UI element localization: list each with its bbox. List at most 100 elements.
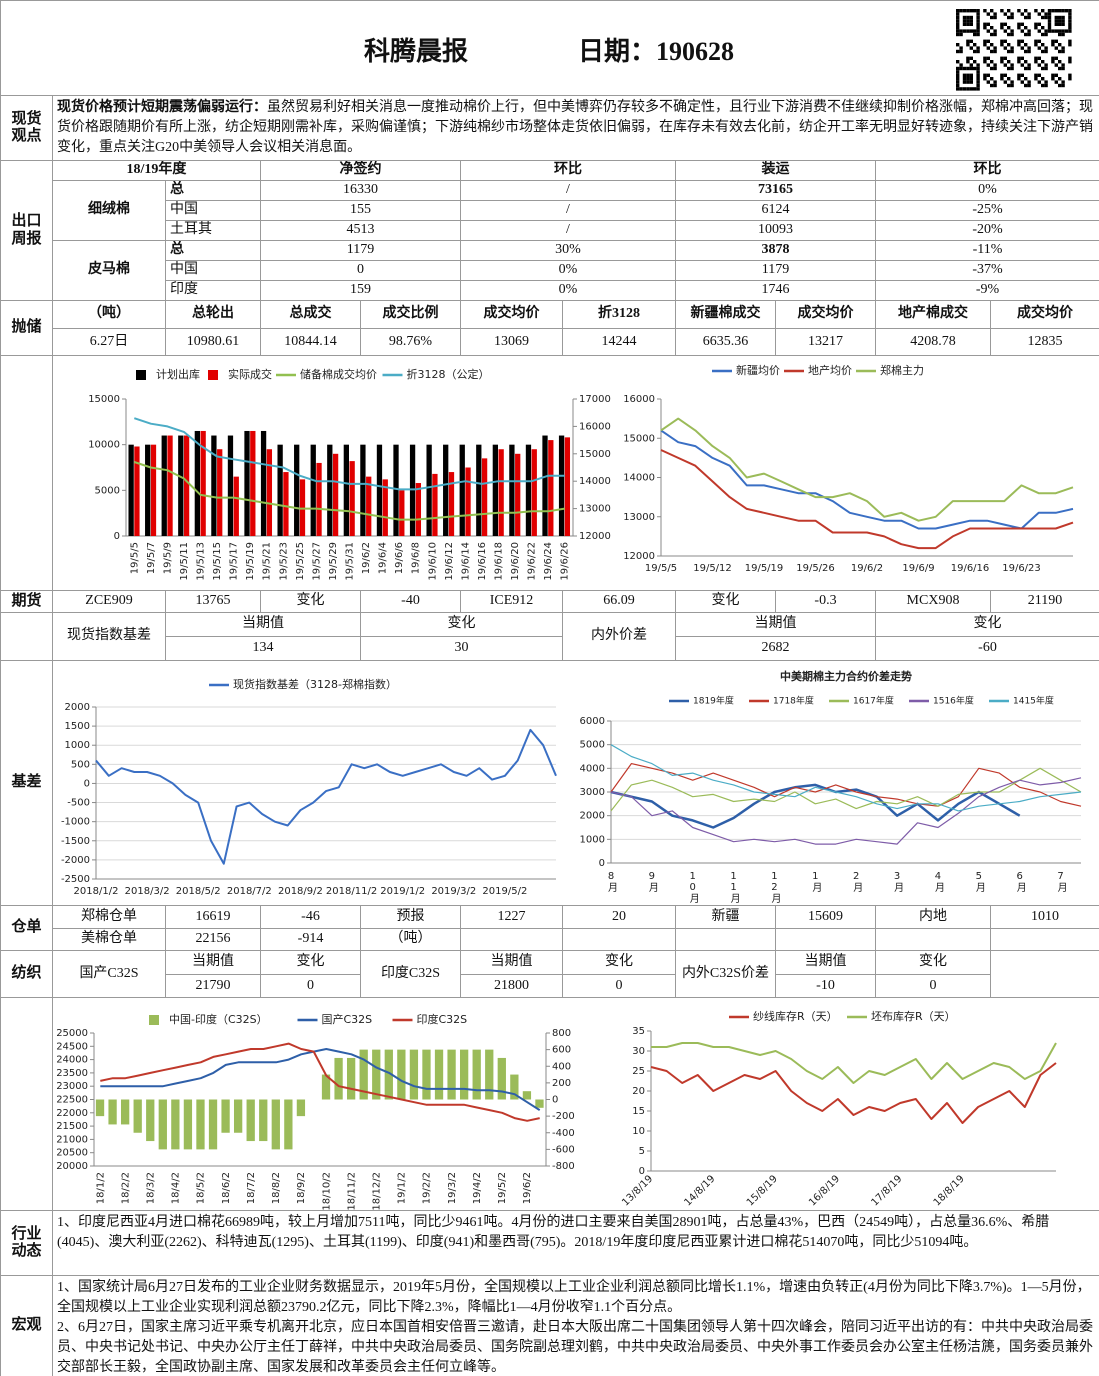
table-cell: 0 — [261, 261, 461, 281]
table-cell — [876, 929, 991, 951]
industry-news: 1、印度尼西亚4月进口棉花66989吨，较上月增加7511吨，同比少9461吨。… — [53, 1211, 1099, 1276]
macro-paragraph: 2、6月27日，国家主席习近平乘专机离开北京，应日本国首相安倍晋三邀请，赴日本大… — [57, 1320, 1093, 1375]
table-header: 折3128 — [563, 301, 676, 329]
table-cell: ZCE909 — [53, 591, 166, 613]
row-label: 总 — [166, 241, 261, 261]
table-cell: 6.27日 — [53, 329, 166, 356]
table-header: 变化 — [876, 951, 991, 975]
section-label: 宏观 — [1, 1276, 53, 1376]
row-label: 内外C32S价差 — [676, 951, 776, 998]
table-header: 成交均价 — [991, 301, 1099, 329]
table-cell: 变化 — [261, 591, 361, 613]
table-cell: 预报 — [361, 906, 461, 929]
table-cell: 6124 — [676, 201, 876, 221]
table-header: 总成交 — [261, 301, 361, 329]
report-date: 日期：190628 — [577, 37, 734, 66]
table-cell: -60 — [876, 637, 1099, 661]
section-label: 抛储 — [1, 301, 53, 356]
section-label: 仓单 — [1, 906, 53, 951]
table-header: 成交均价 — [776, 301, 876, 329]
table-cell: -25% — [876, 201, 1099, 221]
table-cell: 13217 — [776, 329, 876, 356]
table-cell: ICE912 — [461, 591, 563, 613]
table-cell: 0 — [563, 975, 676, 998]
macro-paragraph: 1、国家统计局6月27日发布的工业企业财务数据显示，2019年5月份，全国规模以… — [57, 1280, 1091, 1315]
section-label — [1, 613, 53, 661]
report-title: 科腾晨报 — [363, 37, 468, 66]
spot-view-lead: 现货价格预计短期震荡偏弱运行： — [57, 100, 267, 115]
table-cell: 14244 — [563, 329, 676, 356]
chart-area — [53, 998, 1099, 1211]
table-cell: 21800 — [461, 975, 563, 998]
table-cell: / — [461, 201, 676, 221]
section-label: 期货 — [1, 591, 53, 613]
group-label: 细绒棉 — [53, 181, 166, 241]
table-cell — [461, 929, 563, 951]
table-header: 总轮出 — [166, 301, 261, 329]
table-header: 当期值 — [676, 613, 876, 637]
table-cell — [776, 929, 876, 951]
table-cell: 155 — [261, 201, 461, 221]
table-cell: 10093 — [676, 221, 876, 241]
table-cell: 73165 — [676, 181, 876, 201]
table-cell: 12835 — [991, 329, 1099, 356]
table-cell: -46 — [261, 906, 361, 929]
table-cell: -0.3 — [776, 591, 876, 613]
table-cell: 1179 — [261, 241, 461, 261]
table-header: 当期值 — [461, 951, 563, 975]
row-label: 土耳其 — [166, 221, 261, 241]
table-cell: -37% — [876, 261, 1099, 281]
table-cell: -9% — [876, 281, 1099, 301]
table-cell: -11% — [876, 241, 1099, 261]
table-cell: 0 — [261, 975, 361, 998]
table-cell: -10 — [776, 975, 876, 998]
table-cell: 21190 — [991, 591, 1099, 613]
table-cell: 159 — [261, 281, 461, 301]
table-cell: 10844.14 — [261, 329, 361, 356]
table-cell: 0% — [876, 181, 1099, 201]
table-cell: 0% — [461, 261, 676, 281]
table-header: （吨） — [53, 301, 166, 329]
table-header: 当期值 — [166, 951, 261, 975]
table-cell: 16330 — [261, 181, 461, 201]
table-cell: / — [461, 221, 676, 241]
table-header: 净签约 — [261, 161, 461, 181]
table-cell: 21790 — [166, 975, 261, 998]
chart-area — [53, 661, 1099, 906]
table-cell: 3878 — [676, 241, 876, 261]
table-cell: 0% — [461, 281, 676, 301]
table-cell: 变化 — [676, 591, 776, 613]
table-cell: （吨） — [361, 929, 461, 951]
section-label: 出口周报 — [1, 161, 53, 301]
table-cell: 新疆 — [676, 906, 776, 929]
table-cell: 4513 — [261, 221, 461, 241]
table-cell: 13069 — [461, 329, 563, 356]
table-cell: 15609 — [776, 906, 876, 929]
row-label: 总 — [166, 181, 261, 201]
table-cell: -40 — [361, 591, 461, 613]
spot-view-text: 虽然贸易利好相关消息一度推动棉价上行，但中美博弈仍存较多不确定性，且行业下游消费… — [57, 100, 1093, 155]
table-cell: 16619 — [166, 906, 261, 929]
row-label: 国产C32S — [53, 951, 166, 998]
section-label — [1, 356, 53, 591]
table-cell: 22156 — [166, 929, 261, 951]
table-cell: 13765 — [166, 591, 261, 613]
header — [1, 1, 1099, 96]
macro-news: 1、国家统计局6月27日发布的工业企业财务数据显示，2019年5月份，全国规模以… — [53, 1276, 1099, 1376]
table-cell: 1746 — [676, 281, 876, 301]
table-cell: 郑棉仓单 — [53, 906, 166, 929]
chart-area — [53, 356, 1099, 591]
table-cell: 4208.78 — [876, 329, 991, 356]
table-header: 成交均价 — [461, 301, 563, 329]
group-label: 皮马棉 — [53, 241, 166, 301]
table-cell: 66.09 — [563, 591, 676, 613]
row-label: 现货指数基差 — [53, 613, 166, 661]
table-header: 地产棉成交 — [876, 301, 991, 329]
row-label: 印度C32S — [361, 951, 461, 998]
table-header: 18/19年度 — [53, 161, 261, 181]
table-cell: 134 — [166, 637, 361, 661]
table-cell — [563, 929, 676, 951]
table-cell: 美棉仓单 — [53, 929, 166, 951]
table-cell: MCX908 — [876, 591, 991, 613]
table-cell: 内地 — [876, 906, 991, 929]
